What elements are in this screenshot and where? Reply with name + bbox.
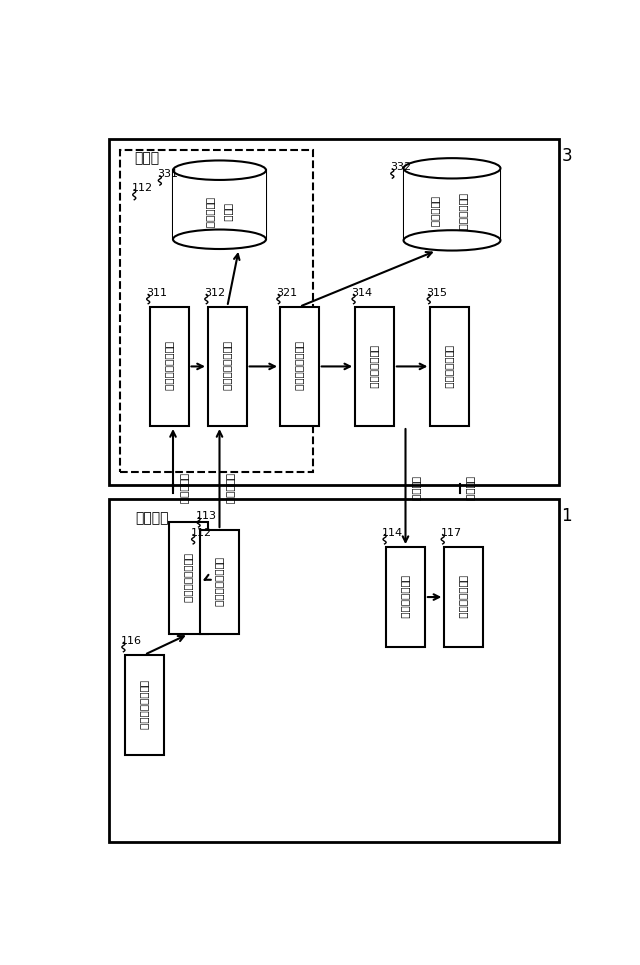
Text: 315: 315 xyxy=(426,288,447,298)
Bar xyxy=(200,530,239,634)
Text: 端末装置: 端末装置 xyxy=(135,511,169,526)
Text: 撮影データ: 撮影データ xyxy=(225,473,236,504)
Ellipse shape xyxy=(404,231,500,251)
Bar xyxy=(404,168,500,240)
Bar xyxy=(109,499,559,841)
Text: 記憶部: 記憶部 xyxy=(224,203,234,222)
Bar xyxy=(150,307,189,427)
Text: 114: 114 xyxy=(382,528,403,538)
Text: 合成画像表示部: 合成画像表示部 xyxy=(459,575,468,619)
Text: 112: 112 xyxy=(132,183,153,193)
Text: サーバ: サーバ xyxy=(134,152,159,165)
Ellipse shape xyxy=(404,158,500,179)
Text: 撮影データ登録部: 撮影データ登録部 xyxy=(222,342,232,392)
Text: 合成画像生成部: 合成画像生成部 xyxy=(369,345,380,388)
Bar xyxy=(355,307,394,427)
Text: データ記憶部: データ記憶部 xyxy=(459,193,468,231)
Bar xyxy=(109,139,559,485)
Ellipse shape xyxy=(173,230,266,249)
Text: 113: 113 xyxy=(196,511,217,521)
Text: 撮影データ: 撮影データ xyxy=(205,197,215,228)
Text: 312: 312 xyxy=(204,288,225,298)
Text: 1: 1 xyxy=(561,507,572,525)
Text: 合成画像送信部: 合成画像送信部 xyxy=(445,345,454,388)
Bar xyxy=(444,547,483,648)
Text: 116: 116 xyxy=(121,636,142,646)
Text: 合成画像受信部: 合成画像受信部 xyxy=(401,575,410,619)
Bar xyxy=(173,170,266,239)
Text: 3: 3 xyxy=(561,147,572,165)
Text: 撮影データ送信部: 撮影データ送信部 xyxy=(214,557,225,607)
Text: 撮影データ: 撮影データ xyxy=(179,473,189,504)
Text: 合成画像: 合成画像 xyxy=(466,476,476,501)
Bar xyxy=(430,307,469,427)
Bar xyxy=(208,307,246,427)
Bar xyxy=(386,547,425,648)
Text: 331: 331 xyxy=(157,169,179,179)
Bar xyxy=(120,150,312,472)
Text: モデル画像: モデル画像 xyxy=(430,197,440,228)
Text: 332: 332 xyxy=(390,162,411,173)
Bar xyxy=(280,307,319,427)
Text: 314: 314 xyxy=(351,288,372,298)
Text: 112: 112 xyxy=(191,528,212,538)
Text: 画像データ取得部: 画像データ取得部 xyxy=(140,680,149,730)
Ellipse shape xyxy=(173,160,266,179)
Text: 311: 311 xyxy=(146,288,167,298)
Text: 合成画像: 合成画像 xyxy=(412,476,421,501)
Bar xyxy=(169,522,208,634)
Text: 321: 321 xyxy=(276,288,297,298)
Bar xyxy=(125,655,164,755)
Text: 撮影データ抜出部: 撮影データ抜出部 xyxy=(184,553,193,603)
Text: 撮影データ検索部: 撮影データ検索部 xyxy=(294,342,305,392)
Text: 撮影データ受信部: 撮影データ受信部 xyxy=(164,342,174,392)
Text: 117: 117 xyxy=(440,528,461,538)
